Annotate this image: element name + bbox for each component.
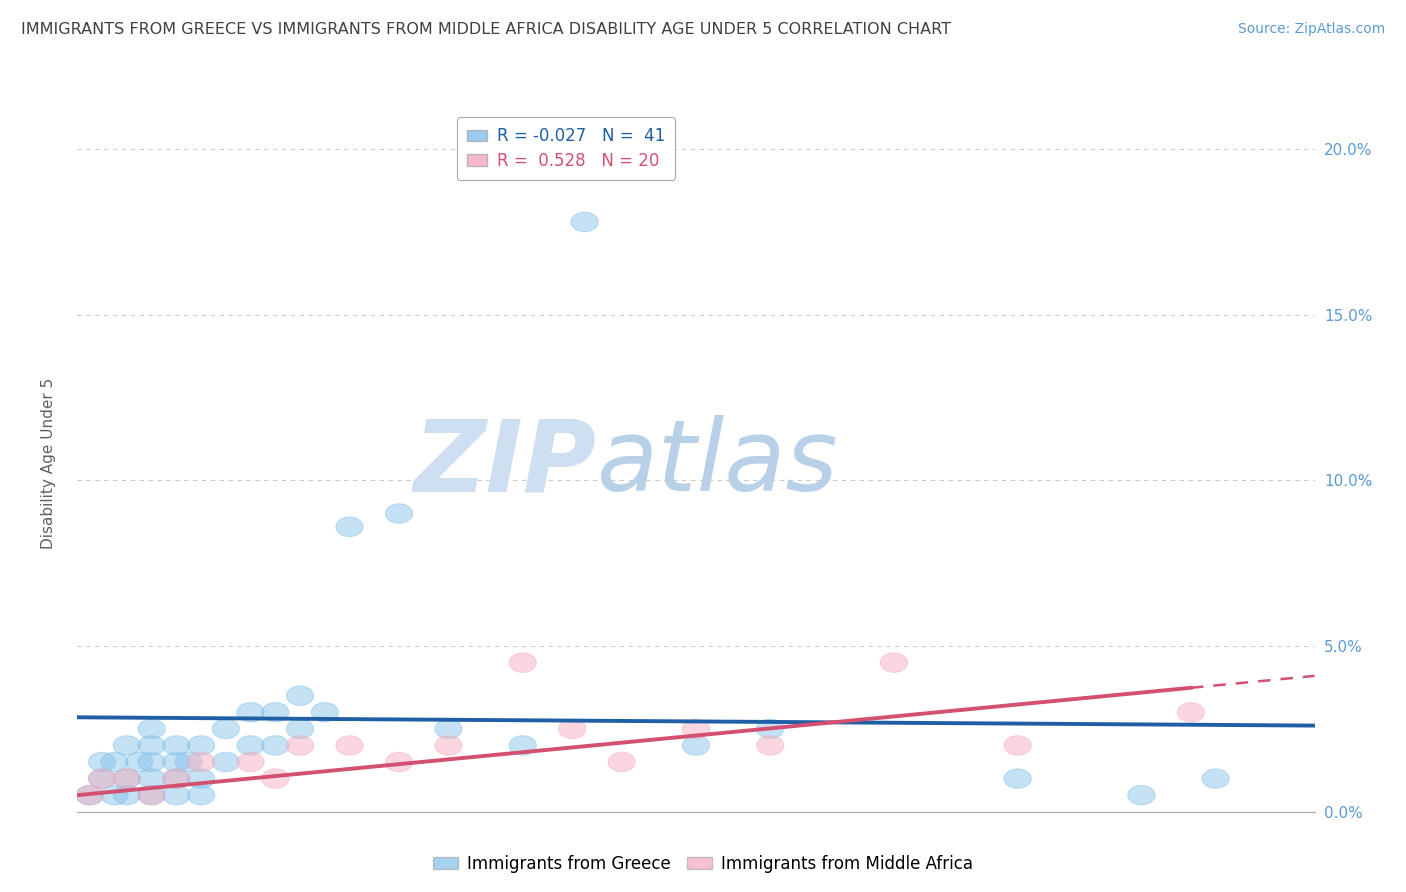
Ellipse shape [187, 752, 215, 772]
Ellipse shape [509, 736, 536, 756]
Legend: R = -0.027   N =  41, R =  0.528   N = 20: R = -0.027 N = 41, R = 0.528 N = 20 [457, 118, 675, 180]
Ellipse shape [1202, 769, 1229, 789]
Ellipse shape [114, 786, 141, 805]
Ellipse shape [682, 736, 710, 756]
Ellipse shape [76, 786, 103, 805]
Ellipse shape [385, 752, 412, 772]
Ellipse shape [682, 719, 710, 739]
Ellipse shape [163, 769, 190, 789]
Ellipse shape [114, 736, 141, 756]
Ellipse shape [212, 752, 239, 772]
Ellipse shape [163, 769, 190, 789]
Ellipse shape [336, 736, 363, 756]
Ellipse shape [262, 703, 288, 722]
Ellipse shape [138, 752, 165, 772]
Ellipse shape [163, 786, 190, 805]
Text: atlas: atlas [598, 416, 838, 512]
Ellipse shape [101, 786, 128, 805]
Ellipse shape [138, 769, 165, 789]
Ellipse shape [76, 786, 103, 805]
Ellipse shape [89, 752, 115, 772]
Ellipse shape [138, 719, 165, 739]
Ellipse shape [609, 752, 636, 772]
Ellipse shape [1004, 769, 1031, 789]
Ellipse shape [287, 686, 314, 706]
Ellipse shape [756, 736, 783, 756]
Ellipse shape [238, 703, 264, 722]
Text: Source: ZipAtlas.com: Source: ZipAtlas.com [1237, 22, 1385, 37]
Ellipse shape [571, 212, 598, 232]
Ellipse shape [262, 769, 288, 789]
Ellipse shape [89, 769, 115, 789]
Ellipse shape [187, 769, 215, 789]
Ellipse shape [212, 719, 239, 739]
Ellipse shape [287, 719, 314, 739]
Ellipse shape [558, 719, 586, 739]
Text: ZIP: ZIP [413, 416, 598, 512]
Ellipse shape [880, 653, 907, 673]
Ellipse shape [114, 769, 141, 789]
Ellipse shape [176, 752, 202, 772]
Ellipse shape [89, 769, 115, 789]
Ellipse shape [125, 752, 153, 772]
Ellipse shape [336, 517, 363, 536]
Ellipse shape [287, 736, 314, 756]
Ellipse shape [1128, 786, 1154, 805]
Ellipse shape [138, 786, 165, 805]
Ellipse shape [385, 504, 412, 524]
Ellipse shape [138, 786, 165, 805]
Text: IMMIGRANTS FROM GREECE VS IMMIGRANTS FROM MIDDLE AFRICA DISABILITY AGE UNDER 5 C: IMMIGRANTS FROM GREECE VS IMMIGRANTS FRO… [21, 22, 950, 37]
Ellipse shape [238, 752, 264, 772]
Ellipse shape [138, 736, 165, 756]
Ellipse shape [1177, 703, 1205, 722]
Ellipse shape [163, 752, 190, 772]
Ellipse shape [311, 703, 339, 722]
Ellipse shape [238, 736, 264, 756]
Ellipse shape [114, 769, 141, 789]
Ellipse shape [101, 752, 128, 772]
Y-axis label: Disability Age Under 5: Disability Age Under 5 [42, 378, 56, 549]
Ellipse shape [262, 736, 288, 756]
Ellipse shape [756, 719, 783, 739]
Ellipse shape [187, 736, 215, 756]
Ellipse shape [187, 786, 215, 805]
Legend: Immigrants from Greece, Immigrants from Middle Africa: Immigrants from Greece, Immigrants from … [427, 848, 979, 880]
Ellipse shape [509, 653, 536, 673]
Ellipse shape [434, 736, 463, 756]
Ellipse shape [1004, 736, 1031, 756]
Ellipse shape [434, 719, 463, 739]
Ellipse shape [163, 736, 190, 756]
